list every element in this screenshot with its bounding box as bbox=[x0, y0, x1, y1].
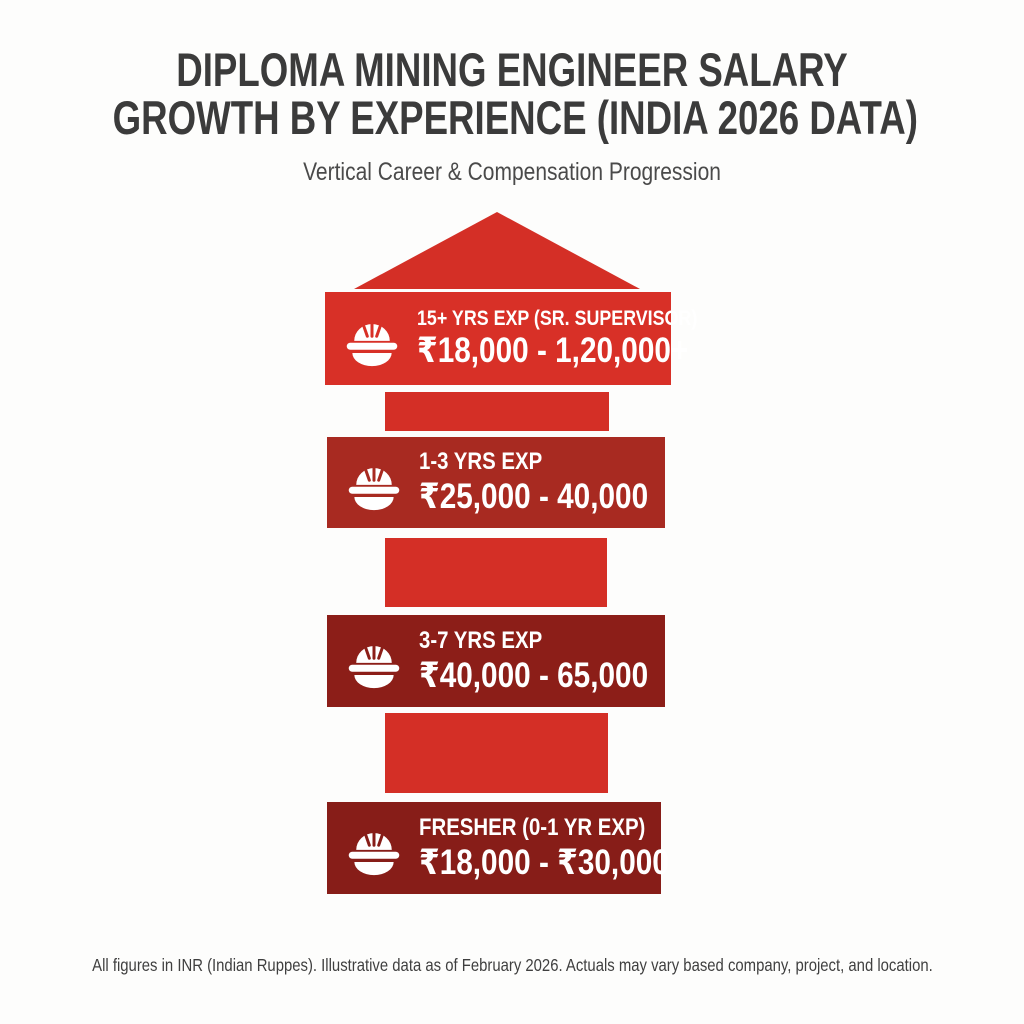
hard-hat-icon bbox=[343, 818, 405, 878]
footer-note-text: All figures in INR (Indian Ruppes). Illu… bbox=[91, 955, 933, 975]
tier-text: 15+ YRS EXP (SR. SUPERVISOR) ₹18,000 - 1… bbox=[417, 307, 747, 370]
tier-text: FRESHER (0-1 YR EXP) ₹18,000 - ₹30,000 bbox=[419, 813, 713, 882]
salary-tier-fresher: FRESHER (0-1 YR EXP) ₹18,000 - ₹30,000 bbox=[327, 802, 669, 894]
tier-text: 1-3 YRS EXP ₹25,000 - 40,000 bbox=[419, 448, 689, 517]
tier-label: 15+ YRS EXP (SR. SUPERVISOR) bbox=[417, 306, 698, 330]
growth-arrow-head bbox=[354, 212, 640, 289]
tier-label: 1-3 YRS EXP bbox=[419, 448, 543, 476]
tier-text: 3-7 YRS EXP ₹40,000 - 65,000 bbox=[419, 626, 689, 695]
footer-note: All figures in INR (Indian Ruppes). Illu… bbox=[0, 955, 1024, 976]
tier-salary: ₹25,000 - 40,000 bbox=[419, 477, 649, 517]
salary-tier-senior: 15+ YRS EXP (SR. SUPERVISOR) ₹18,000 - 1… bbox=[325, 292, 697, 385]
tier-label: 3-7 YRS EXP bbox=[419, 626, 543, 654]
page-subtitle: Vertical Career & Compensation Progressi… bbox=[303, 158, 721, 186]
salary-tier-1-3-yrs: 1-3 YRS EXP ₹25,000 - 40,000 bbox=[327, 437, 665, 528]
page-title-line-2: GROWTH BY EXPERIENCE (INDIA 2026 DATA) bbox=[112, 91, 918, 144]
tier-salary: ₹18,000 - ₹30,000 bbox=[419, 842, 669, 882]
tier-salary: ₹40,000 - 65,000 bbox=[419, 655, 649, 695]
page-title-line-1: DIPLOMA MINING ENGINEER SALARY bbox=[176, 43, 848, 96]
arrow-connector bbox=[385, 392, 609, 431]
arrow-connector bbox=[385, 713, 608, 793]
hard-hat-icon bbox=[341, 309, 403, 369]
header: DIPLOMA MINING ENGINEER SALARY GROWTH BY… bbox=[0, 46, 1024, 187]
hard-hat-icon bbox=[343, 631, 405, 691]
salary-tier-3-7-yrs: 3-7 YRS EXP ₹40,000 - 65,000 bbox=[327, 615, 665, 707]
arrow-connector bbox=[385, 538, 607, 607]
hard-hat-icon bbox=[343, 453, 405, 513]
tier-salary: ₹18,000 - 1,20,000+ bbox=[417, 331, 689, 371]
tier-label: FRESHER (0-1 YR EXP) bbox=[419, 813, 646, 841]
